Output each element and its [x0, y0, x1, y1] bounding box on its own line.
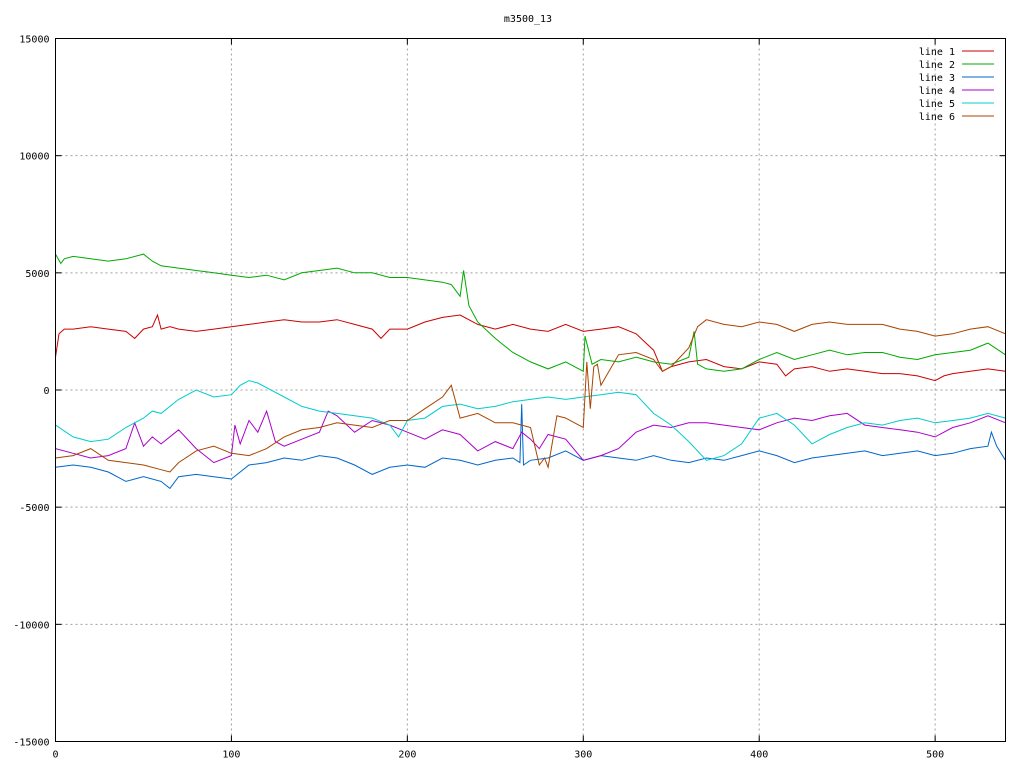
- y-tick-label: -5000: [19, 503, 49, 514]
- x-tick-label: 0: [52, 750, 58, 761]
- series-line-1: [55, 313, 1006, 382]
- series-line-4: [55, 409, 1006, 464]
- legend-label: line 2: [919, 60, 955, 71]
- legend-label: line 3: [919, 73, 955, 84]
- series-line-3: [55, 404, 1006, 490]
- legend-label: line 1: [919, 47, 955, 58]
- chart-title: m3500_13: [504, 14, 552, 25]
- y-tick-label: -15000: [13, 738, 49, 749]
- series-line-2: [55, 253, 1006, 373]
- x-tick-label: 100: [222, 750, 240, 761]
- y-tick-label: 15000: [19, 35, 49, 46]
- y-tick-label: 5000: [25, 269, 49, 280]
- legend-label: line 6: [919, 112, 955, 123]
- y-tick-label: 10000: [19, 152, 49, 163]
- x-tick-label: 400: [750, 750, 768, 761]
- y-tick-label: 0: [43, 386, 49, 397]
- series-line-5: [55, 380, 1006, 461]
- legend-label: line 4: [919, 86, 955, 97]
- series-line-6: [55, 319, 1006, 473]
- legend-label: line 5: [919, 99, 955, 110]
- legend: line 1 line 2 line 3 line 4 line 5 line 6: [919, 47, 994, 123]
- axis-ticks: 0 100 200 300 400 500 -15000 -10000 -5000 0 5000 10…: [13, 35, 1006, 761]
- plot-area: [55, 253, 1006, 490]
- grid-lines: [55, 38, 1006, 742]
- x-tick-label: 200: [398, 750, 416, 761]
- y-tick-label: -10000: [13, 620, 49, 631]
- x-tick-label: 500: [926, 750, 944, 761]
- x-tick-label: 300: [574, 750, 592, 761]
